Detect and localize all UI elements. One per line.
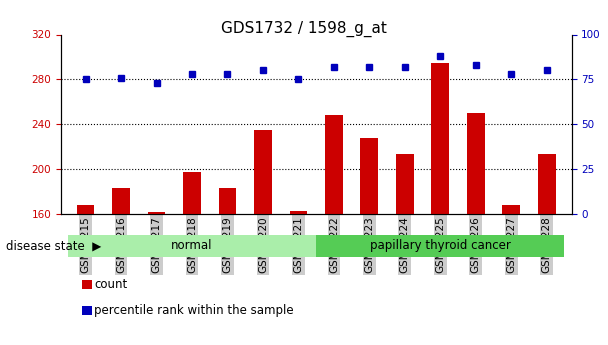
Bar: [68, 235, 316, 257]
Bar: [396, 155, 413, 214]
Bar: [502, 205, 520, 214]
Text: percentile rank within the sample: percentile rank within the sample: [94, 304, 294, 317]
Text: count: count: [94, 278, 128, 291]
Bar: [361, 138, 378, 214]
Bar: [148, 211, 165, 214]
Bar: [538, 155, 556, 214]
Bar: [112, 188, 130, 214]
Bar: [467, 113, 485, 214]
Bar: [432, 62, 449, 214]
Text: GDS1732 / 1598_g_at: GDS1732 / 1598_g_at: [221, 21, 387, 37]
Text: disease state  ▶: disease state ▶: [6, 239, 102, 252]
Bar: [289, 210, 307, 214]
Bar: [325, 115, 343, 214]
Bar: [316, 235, 564, 257]
Text: normal: normal: [171, 239, 213, 252]
Bar: [183, 172, 201, 214]
Text: papillary thyroid cancer: papillary thyroid cancer: [370, 239, 511, 252]
Bar: [254, 130, 272, 214]
Bar: [219, 188, 237, 214]
Bar: [77, 205, 94, 214]
